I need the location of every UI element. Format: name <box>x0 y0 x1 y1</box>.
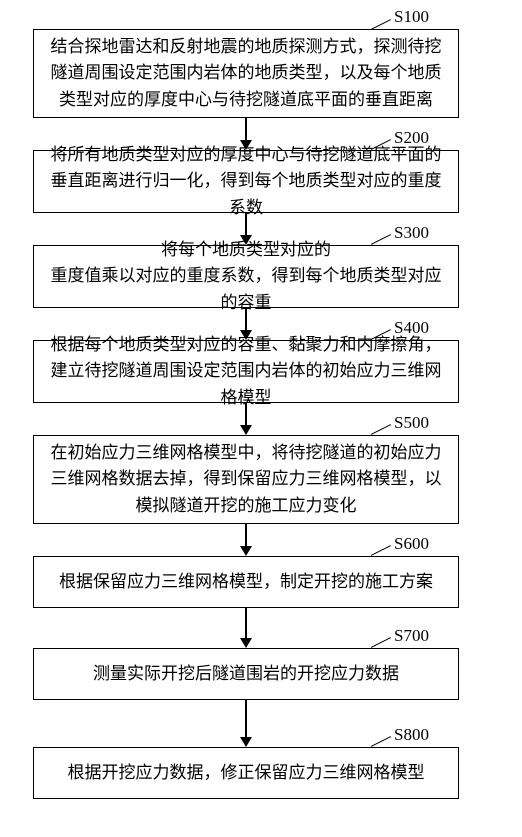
flowchart-arrow-line <box>245 403 247 425</box>
flowchart-label-connector <box>371 637 391 648</box>
flowchart-step-label: S800 <box>394 725 429 745</box>
flowchart-canvas: 结合探地雷达和反射地震的地质探测方式，探测待挖隧道周围设定范围内岩体的地质类型，… <box>0 0 522 837</box>
flowchart-arrow-head-icon <box>240 330 252 340</box>
flowchart-step-label: S400 <box>394 318 429 338</box>
flowchart-step-box: 根据每个地质类型对应的容重、黏聚力和内摩擦角，建立待挖隧道周围设定范围内岩体的初… <box>33 340 459 403</box>
flowchart-step-box: 将所有地质类型对应的厚度中心与待挖隧道底平面的垂直距离进行归一化，得到每个地质类… <box>33 150 459 213</box>
flowchart-arrow-head-icon <box>240 140 252 150</box>
flowchart-step-label: S200 <box>394 128 429 148</box>
flowchart-arrow-head-icon <box>240 737 252 747</box>
flowchart-arrow-line <box>245 524 247 546</box>
flowchart-step-box: 将每个地质类型对应的 重度值乘以对应的重度系数，得到每个地质类型对应的容重 <box>33 245 459 308</box>
flowchart-label-connector <box>371 424 391 435</box>
flowchart-label-connector <box>371 545 391 556</box>
flowchart-step-label: S500 <box>394 413 429 433</box>
flowchart-step-label: S100 <box>394 7 429 27</box>
flowchart-step-box: 在初始应力三维网格模型中，将待挖隧道的初始应力三维网格数据去掉，得到保留应力三维… <box>33 435 459 524</box>
flowchart-arrow-head-icon <box>240 425 252 435</box>
flowchart-step-box: 根据开挖应力数据，修正保留应力三维网格模型 <box>33 747 459 799</box>
flowchart-step-text: 将每个地质类型对应的 重度值乘以对应的重度系数，得到每个地质类型对应的容重 <box>50 237 442 316</box>
flowchart-arrow-line <box>245 213 247 235</box>
flowchart-arrow-line <box>245 308 247 330</box>
flowchart-arrow-head-icon <box>240 235 252 245</box>
flowchart-step-text: 结合探地雷达和反射地震的地质探测方式，探测待挖隧道周围设定范围内岩体的地质类型，… <box>50 34 442 113</box>
flowchart-arrow-line <box>245 118 247 140</box>
flowchart-step-label: S600 <box>394 534 429 554</box>
flowchart-step-box: 测量实际开挖后隧道围岩的开挖应力数据 <box>33 648 459 700</box>
flowchart-arrow-head-icon <box>240 638 252 648</box>
flowchart-step-label: S300 <box>394 223 429 243</box>
flowchart-step-text: 根据保留应力三维网格模型，制定开挖的施工方案 <box>59 569 433 595</box>
flowchart-step-text: 根据开挖应力数据，修正保留应力三维网格模型 <box>68 760 425 786</box>
flowchart-step-text: 根据每个地质类型对应的容重、黏聚力和内摩擦角，建立待挖隧道周围设定范围内岩体的初… <box>50 332 442 411</box>
flowchart-step-text: 测量实际开挖后隧道围岩的开挖应力数据 <box>93 661 399 687</box>
flowchart-arrow-line <box>245 608 247 638</box>
flowchart-step-box: 结合探地雷达和反射地震的地质探测方式，探测待挖隧道周围设定范围内岩体的地质类型，… <box>33 29 459 118</box>
flowchart-label-connector <box>371 736 391 747</box>
flowchart-step-box: 根据保留应力三维网格模型，制定开挖的施工方案 <box>33 556 459 608</box>
flowchart-arrow-line <box>245 700 247 737</box>
flowchart-arrow-head-icon <box>240 546 252 556</box>
flowchart-step-text: 将所有地质类型对应的厚度中心与待挖隧道底平面的垂直距离进行归一化，得到每个地质类… <box>50 142 442 221</box>
flowchart-step-text: 在初始应力三维网格模型中，将待挖隧道的初始应力三维网格数据去掉，得到保留应力三维… <box>50 440 442 519</box>
flowchart-step-label: S700 <box>394 626 429 646</box>
